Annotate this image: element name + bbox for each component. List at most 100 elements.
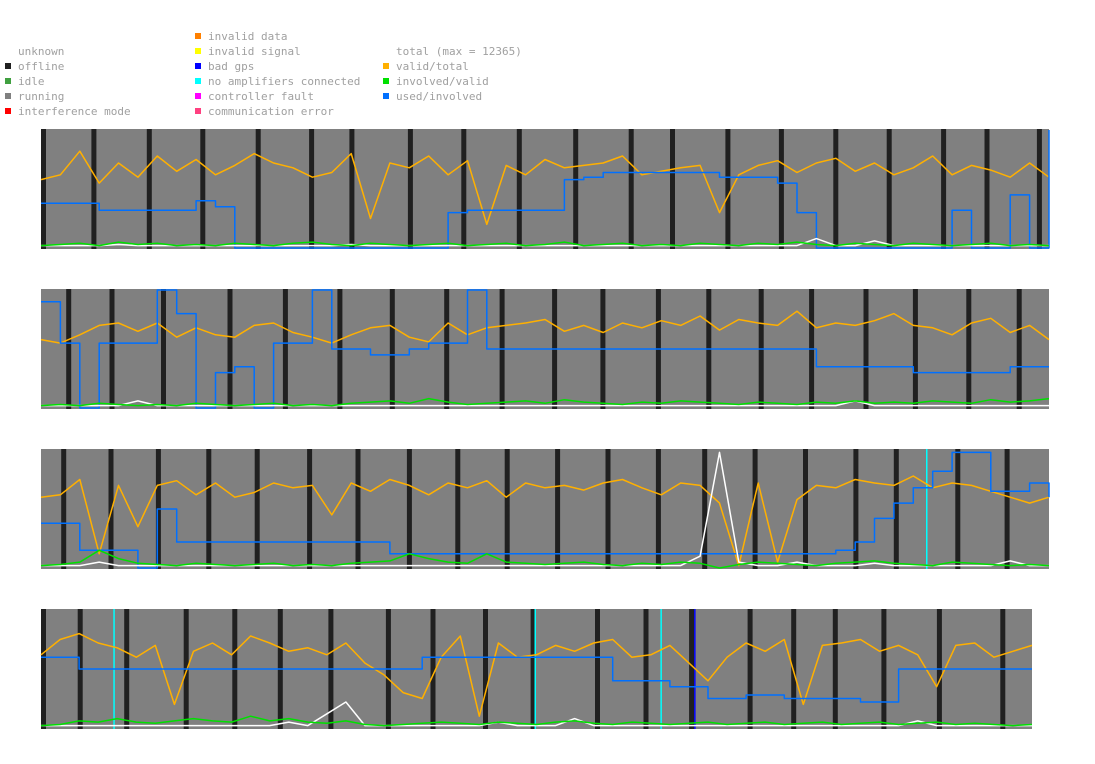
offline-marker [206, 449, 212, 569]
offline-marker [146, 129, 152, 249]
legend-swatch [195, 108, 201, 114]
offline-marker [407, 129, 413, 249]
legend-label: invalid data [208, 30, 288, 43]
legend-label: offline [18, 60, 65, 73]
offline-marker [109, 289, 115, 409]
legend-swatch [383, 78, 389, 84]
offline-marker [483, 609, 488, 729]
offline-marker [555, 449, 561, 569]
offline-marker [893, 449, 899, 569]
legend-label: interference mode [18, 105, 131, 118]
offline-marker [1016, 289, 1022, 409]
series-involved-valid [40, 241, 1050, 247]
legend-swatch [5, 108, 11, 114]
offline-marker [309, 129, 315, 249]
series-involved-valid [40, 715, 1033, 727]
legend-swatch [195, 93, 201, 99]
offline-marker [863, 289, 869, 409]
series-valid-total [40, 475, 1050, 567]
offline-marker [461, 129, 467, 249]
legend-swatch [383, 48, 389, 54]
offline-marker [881, 609, 887, 729]
offline-marker [307, 449, 313, 569]
offline-marker [941, 129, 947, 249]
offline-marker [227, 289, 233, 409]
offline-marker [912, 289, 918, 409]
legend-swatch [383, 93, 389, 99]
legend-label: invalid signal [208, 45, 301, 58]
offline-marker [643, 609, 649, 729]
series-involved-valid [40, 397, 1050, 407]
legend-label: valid/total [396, 60, 469, 73]
legend-label: idle [18, 75, 45, 88]
legend-label: unknown [18, 45, 65, 58]
offline-marker [689, 609, 695, 729]
offline-marker [282, 289, 288, 409]
legend-swatch [5, 78, 11, 84]
series-total [41, 400, 1049, 407]
offline-marker [91, 129, 97, 249]
offline-marker [595, 609, 600, 729]
series-total [41, 451, 1049, 567]
legend-swatch [195, 78, 201, 84]
chart-panel-2 [40, 289, 1050, 409]
offline-marker [747, 609, 753, 729]
legend-swatch [195, 33, 201, 39]
offline-marker [853, 449, 859, 569]
legend-label: involved/valid [396, 75, 489, 88]
legend-label: running [18, 90, 65, 103]
series-valid-total [40, 150, 1050, 226]
legend-swatch [383, 63, 389, 69]
no-amplifiers-marker [534, 609, 536, 729]
series-used-involved [41, 130, 1050, 249]
offline-marker [41, 609, 46, 729]
offline-marker [430, 609, 436, 729]
offline-marker [1004, 449, 1010, 569]
offline-marker [702, 449, 708, 569]
offline-marker [161, 289, 166, 409]
offline-marker [444, 289, 450, 409]
legend-label: used/involved [396, 90, 483, 103]
legend-label: controller fault [208, 90, 314, 103]
legend-label: no amplifiers connected [208, 75, 361, 88]
offline-marker [670, 129, 675, 249]
offline-marker [966, 289, 972, 409]
offline-marker [255, 129, 261, 249]
offline-marker [725, 129, 731, 249]
no-amplifiers-marker [660, 609, 662, 729]
offline-marker [504, 449, 510, 569]
offline-marker [66, 289, 72, 409]
offline-marker [778, 129, 784, 249]
series-valid-total [40, 310, 1050, 344]
series-valid-total [40, 632, 1033, 717]
offline-marker [41, 129, 46, 249]
offline-marker [605, 449, 611, 569]
legend-label: total (max = 12365) [396, 45, 522, 58]
series-total [41, 701, 1032, 727]
offline-marker [61, 449, 67, 569]
series-used-involved [41, 451, 1050, 569]
offline-marker [200, 129, 206, 249]
offline-marker [349, 129, 355, 249]
offline-marker [355, 449, 361, 569]
offline-marker [516, 129, 522, 249]
no-amplifiers-marker [926, 449, 928, 569]
chart-panel-4 [40, 609, 1033, 729]
offline-marker [955, 449, 961, 569]
offline-marker [389, 289, 395, 409]
legend-swatch [5, 48, 11, 54]
legend-swatch [5, 63, 11, 69]
offline-marker [833, 129, 839, 249]
legend-swatch [5, 93, 11, 99]
series-used-involved [41, 656, 1032, 703]
offline-marker [628, 129, 634, 249]
offline-marker [406, 449, 412, 569]
offline-marker [108, 449, 114, 569]
offline-marker [886, 129, 892, 249]
offline-marker [803, 449, 808, 569]
offline-marker [832, 609, 838, 729]
series-involved-valid [40, 549, 1050, 569]
offline-marker [573, 129, 579, 249]
legend-swatch [195, 63, 201, 69]
